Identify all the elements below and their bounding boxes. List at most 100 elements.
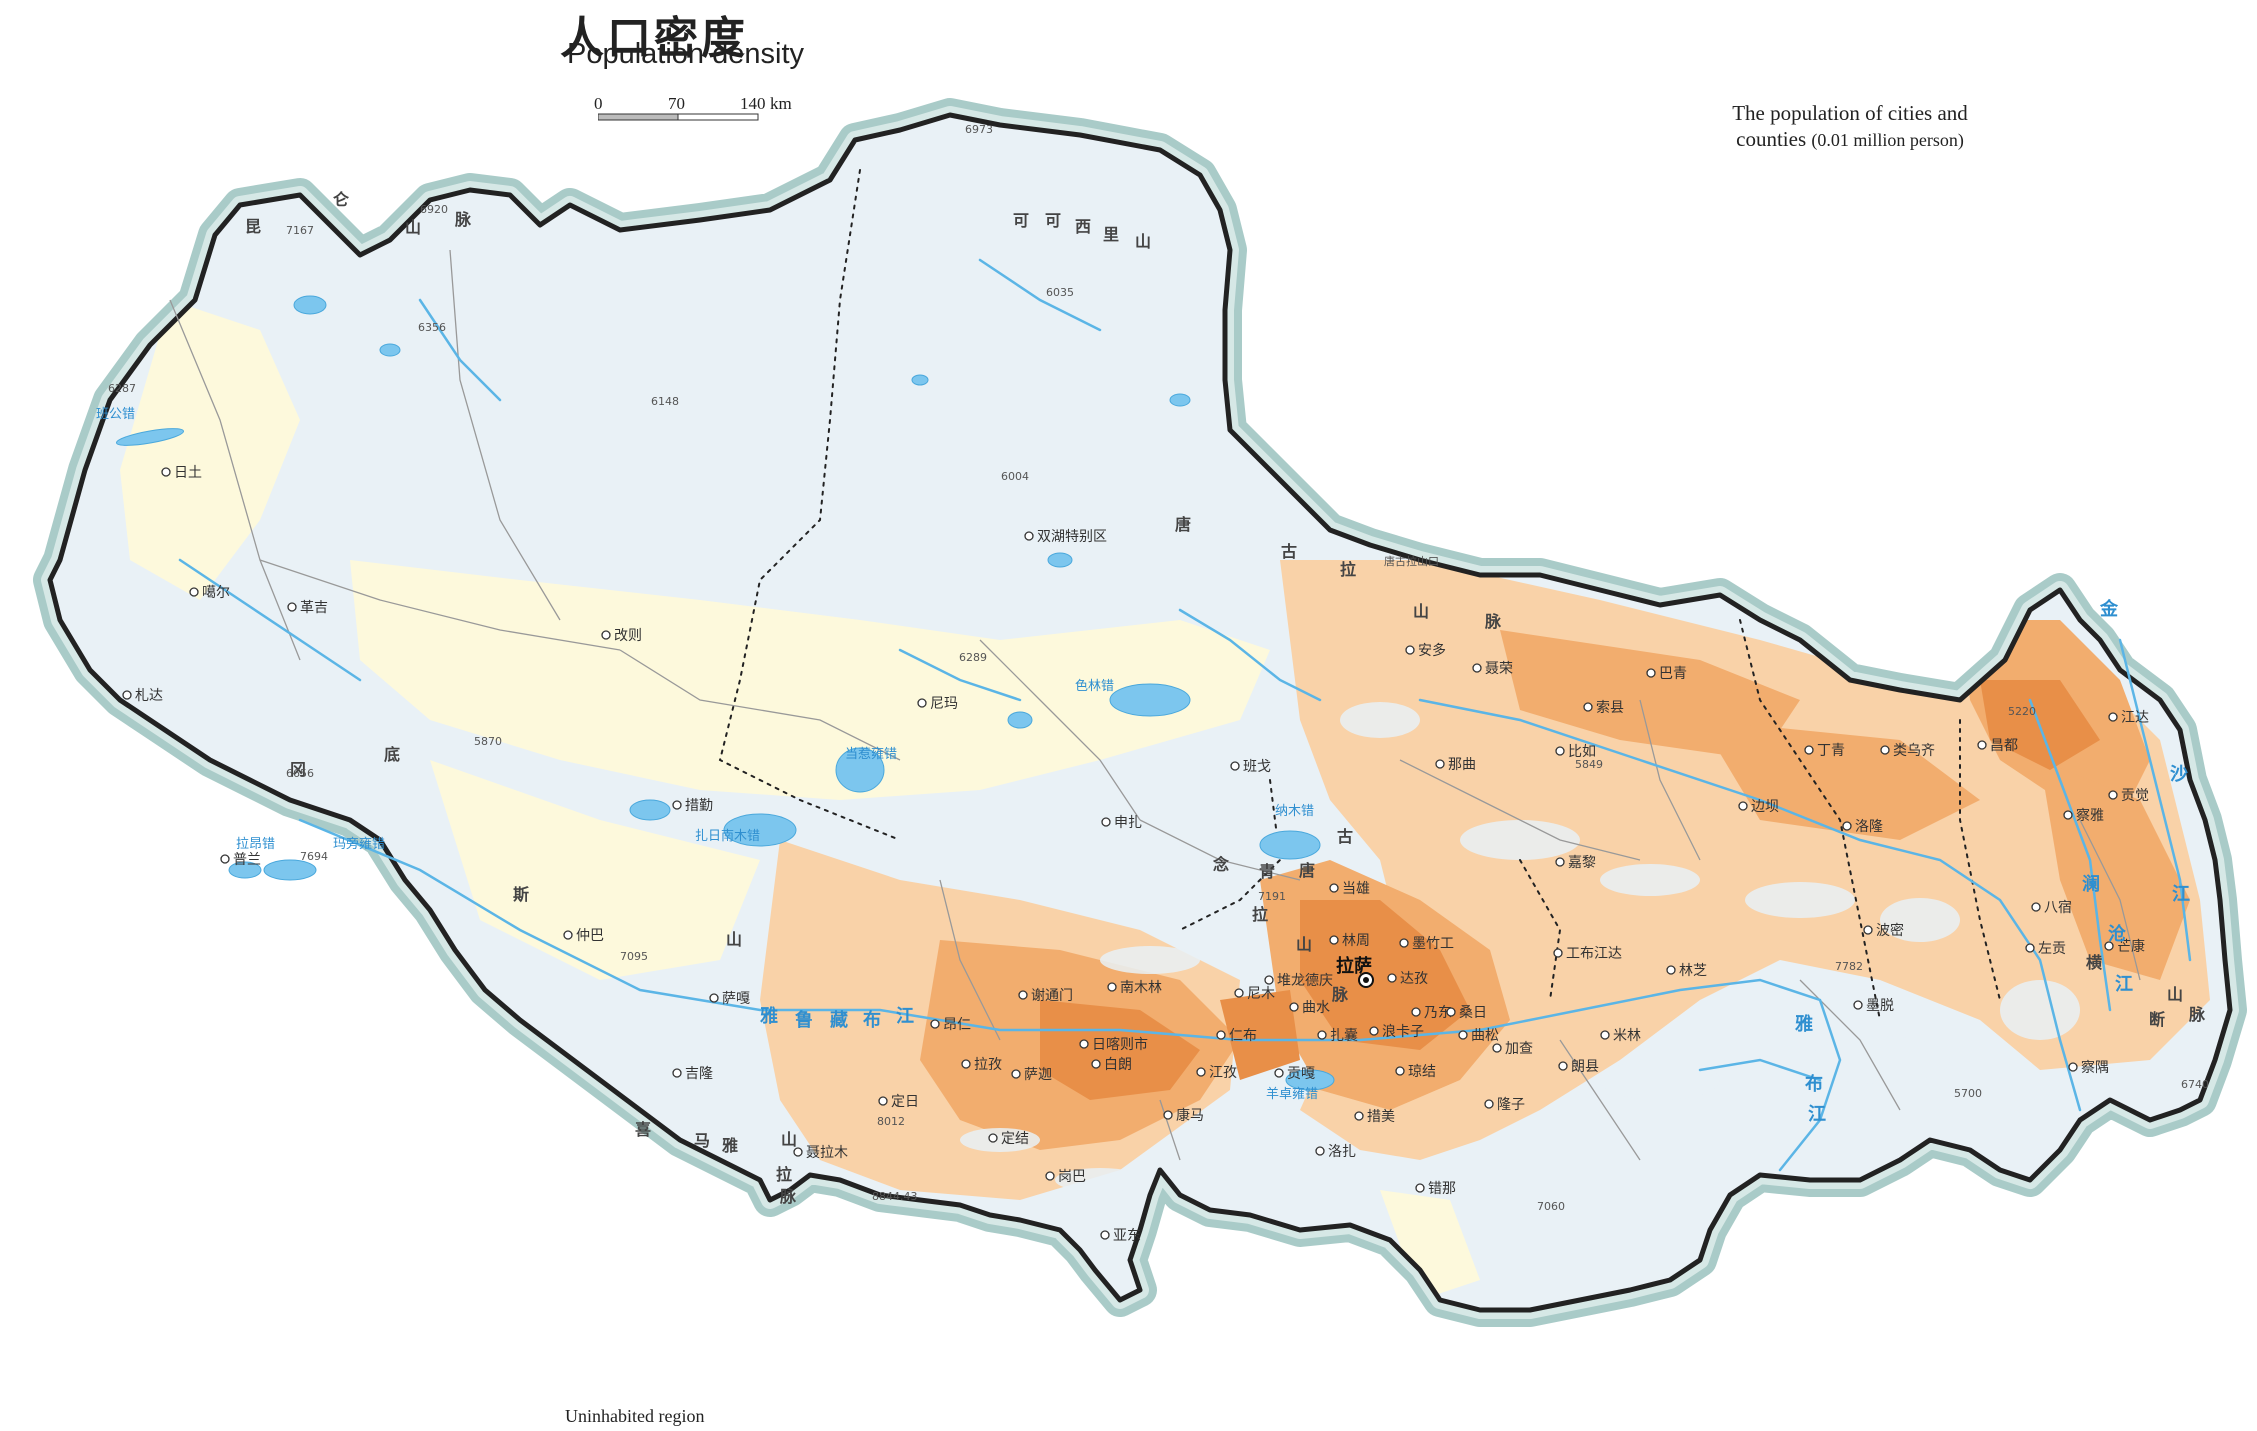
peak-elev: 5870	[474, 735, 502, 748]
range-char: 山	[1296, 935, 1312, 954]
city-label: 南木林	[1120, 980, 1162, 996]
river-char: 雅	[1794, 1013, 1813, 1035]
lake-label: 班公错	[96, 407, 135, 422]
scale-tick-1: 70	[668, 94, 685, 113]
county-seat-marker	[1230, 761, 1240, 771]
city-label: 隆子	[1497, 1097, 1525, 1113]
county-seat-marker	[917, 698, 927, 708]
city-label: 嘉黎	[1568, 855, 1596, 871]
county-seat-marker	[1583, 702, 1593, 712]
county-seat-marker	[1842, 821, 1852, 831]
county-seat-marker	[1458, 1030, 1468, 1040]
range-char: 脉	[454, 210, 472, 229]
city-label: 吉隆	[685, 1066, 713, 1082]
county-seat-marker	[1977, 740, 1987, 750]
lake-label: 色林错	[1075, 678, 1114, 694]
city-label: 定结	[1001, 1131, 1029, 1147]
county-seat-marker	[122, 690, 132, 700]
river-labels: 雅 鲁 藏 布 江 金 沙 江 澜 沧 江 雅 布 江	[759, 598, 2190, 1125]
prefecture-boundaries	[718, 169, 2001, 1021]
county-seat-marker	[2025, 943, 2035, 953]
county-seat-marker	[1558, 1061, 1568, 1071]
map-labels: 日土 噶尔 革吉 札达 普兰 改则 措勤 仲巴 萨嘎 吉隆 聂拉木 定日 昂仁 …	[135, 465, 2149, 1244]
county-boundaries	[169, 249, 2141, 1161]
map-title-en: Population density	[567, 38, 804, 70]
city-label: 尼木	[1247, 986, 1275, 1002]
range-char: 山	[726, 930, 742, 949]
peak-elev: 7060	[1537, 1200, 1565, 1213]
city-label: 昌都	[1990, 738, 2018, 754]
city-label: 江孜	[1209, 1065, 1237, 1081]
pass-label: 唐古拉山口	[1384, 554, 1439, 568]
county-seat-marker	[2031, 902, 2041, 912]
peak-elev: 6656	[286, 767, 314, 780]
city-label: 墨脱	[1866, 998, 1894, 1014]
county-seat-marker	[1666, 965, 1676, 975]
range-char: 唐	[1299, 861, 1315, 880]
county-seat-marker	[563, 930, 573, 940]
county-seat-marker	[1387, 973, 1397, 983]
river-char: 藏	[830, 1010, 848, 1031]
city-label: 曲水	[1302, 1000, 1330, 1016]
county-seat-marker	[161, 467, 171, 477]
river-char: 鲁	[795, 1009, 813, 1031]
range-char: 仑	[333, 190, 350, 209]
county-seat-marker	[988, 1133, 998, 1143]
river-char: 澜	[2082, 873, 2100, 895]
lake-label: 玛旁雍错	[333, 836, 385, 852]
range-char: 脉	[1484, 612, 1502, 631]
county-seat-marker	[672, 1068, 682, 1078]
lake-label: 拉昂错	[236, 837, 275, 852]
city-label: 芒康	[2117, 938, 2145, 955]
county-seat-marker	[1472, 663, 1482, 673]
county-seat-marker	[1216, 1030, 1226, 1040]
peak-elev: 7694	[300, 850, 328, 863]
city-label: 日喀则市	[1092, 1036, 1148, 1053]
peak-elev: 7167	[286, 224, 314, 237]
peak-elev: 6004	[1001, 470, 1029, 483]
city-label: 定日	[891, 1094, 919, 1110]
range-char: 斯	[513, 885, 529, 904]
county-seat-marker	[1484, 1099, 1494, 1109]
legend-title-line1: The population of cities and	[1732, 101, 1968, 125]
range-char: 横	[2086, 953, 2103, 972]
range-char: 断	[2149, 1010, 2165, 1029]
peak-elev: 6920	[420, 203, 448, 216]
city-label: 亚东	[1113, 1228, 1141, 1244]
range-char: 冈	[290, 760, 306, 779]
county-seat-marker	[1100, 1230, 1110, 1240]
county-seat-marker	[1107, 982, 1117, 992]
county-seat-marker	[1011, 1069, 1021, 1079]
city-label: 林周	[1342, 933, 1370, 949]
peak-elev: 8844.43	[872, 1190, 918, 1203]
range-char: 拉	[1252, 905, 1268, 924]
city-label: 那曲	[1448, 757, 1476, 773]
city-label: 乃东	[1424, 1005, 1452, 1021]
county-seat-marker	[793, 1147, 803, 1157]
city-label: 仲巴	[576, 928, 604, 944]
county-seat-marker	[1369, 1026, 1379, 1036]
county-seat-marker	[1435, 759, 1445, 769]
county-seat-marker	[601, 630, 611, 640]
range-char: 底	[384, 745, 400, 764]
lakes	[116, 295, 1335, 1091]
lake-labels: 班公错 纳木错 色林错 扎日南木错 当惹雍错 玛旁雍错 拉昂错 羊卓雍错	[96, 407, 1318, 1102]
city-label: 加查	[1505, 1041, 1533, 1057]
county-seat-marker	[1405, 645, 1415, 655]
city-label: 米林	[1613, 1028, 1641, 1044]
peak-elev: 7782	[1835, 960, 1863, 973]
county-seat-marker	[930, 1019, 940, 1029]
county-seat-marker	[1411, 1007, 1421, 1017]
county-seat-marker	[878, 1096, 888, 1106]
county-seat-marker	[1274, 1068, 1284, 1078]
city-label: 察隅	[2081, 1059, 2109, 1076]
county-seat-marker	[1079, 1039, 1089, 1049]
river-char: 金	[2099, 598, 2119, 620]
city-label: 萨迦	[1024, 1067, 1052, 1083]
lake-label: 羊卓雍错	[1266, 1086, 1318, 1102]
city-label: 双湖特别区	[1037, 529, 1107, 545]
county-seat-marker	[1880, 745, 1890, 755]
county-seat-marker	[1024, 531, 1034, 541]
peak-elev: 6148	[651, 395, 679, 408]
